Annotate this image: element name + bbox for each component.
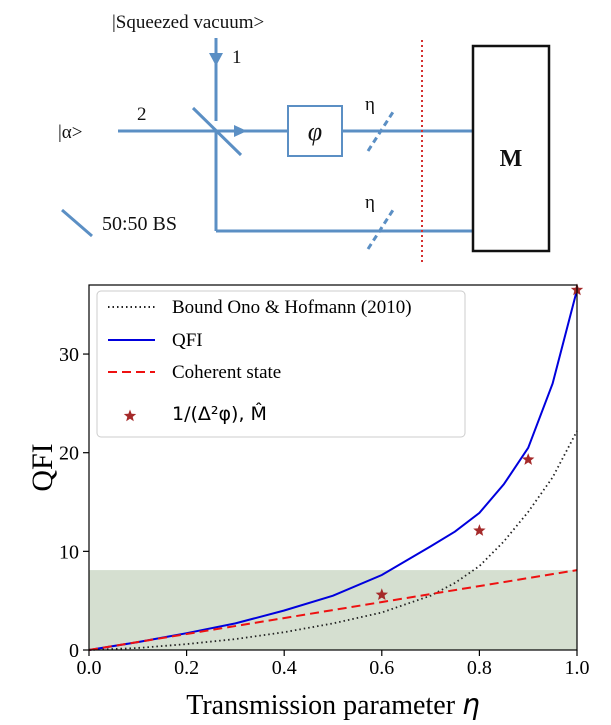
legend-label: 1/(Δ²φ), M̂ xyxy=(172,403,267,425)
axes-frame xyxy=(88,284,578,651)
bs-legend-icon xyxy=(61,208,93,238)
x-tick-label: 0.2 xyxy=(174,657,199,679)
measurement-box xyxy=(471,44,551,253)
interferometer-diagram: |Squeezed vacuum> 1 |α> 2 φ η η M 50:50 … xyxy=(58,12,551,262)
x-axis-label-symbol: η xyxy=(462,688,480,721)
x-tick-label: 0.0 xyxy=(77,657,102,679)
lower-loss-beamsplitter xyxy=(366,209,395,250)
qfi-chart: 0.0 0.2 0.4 0.6 0.8 1.0 0 10 20 30 QFI Transmissi… xyxy=(26,283,590,721)
squeezed-vacuum-label: |Squeezed vacuum> xyxy=(112,12,264,33)
x-axis-label: Transmission parameter η xyxy=(186,688,480,721)
y-tick-label: 0 xyxy=(69,640,79,662)
legend-label: Coherent state xyxy=(172,362,281,383)
coherent-input-label: |α> xyxy=(58,122,82,143)
star-marker xyxy=(522,453,535,465)
legend-star-icon xyxy=(123,409,137,422)
y-tick-label: 10 xyxy=(59,541,79,563)
measurement-label: M xyxy=(500,146,523,172)
legend-box xyxy=(96,290,466,438)
star-marker xyxy=(473,524,486,536)
x-tick-label: 1.0 xyxy=(565,657,590,679)
ticks-layer: 0.0 0.2 0.4 0.6 0.8 1.0 0 10 20 30 xyxy=(59,344,590,679)
x-tick-label: 0.8 xyxy=(467,657,492,679)
legend-label: QFI xyxy=(172,330,203,351)
upper-loss-beamsplitter xyxy=(366,111,395,152)
lower-loss-label: η xyxy=(365,192,375,213)
x-tick-label: 0.6 xyxy=(369,657,394,679)
upper-loss-label: η xyxy=(365,94,375,115)
x-tick-label: 0.4 xyxy=(272,657,297,679)
series-line-1 xyxy=(88,289,578,651)
y-tick-label: 30 xyxy=(59,344,79,366)
x-axis-label-text: Transmission parameter xyxy=(186,690,462,721)
series-line-2 xyxy=(88,569,578,651)
port2-label: 2 xyxy=(137,104,147,125)
legend: Bound Ono & Hofmann (2010) QFI Coherent st… xyxy=(96,290,466,438)
y-axis-label: QFI xyxy=(26,443,59,491)
legend-entries: Bound Ono & Hofmann (2010) QFI Coherent st… xyxy=(108,297,412,425)
legend-label: Bound Ono & Hofmann (2010) xyxy=(172,297,412,318)
arrow-down-icon xyxy=(209,53,223,66)
y-tick-label: 20 xyxy=(59,443,79,465)
bs-legend-label: 50:50 BS xyxy=(102,213,177,235)
phase-shifter-label: φ xyxy=(308,117,322,146)
port1-label: 1 xyxy=(232,47,242,68)
star-marker xyxy=(375,588,388,600)
